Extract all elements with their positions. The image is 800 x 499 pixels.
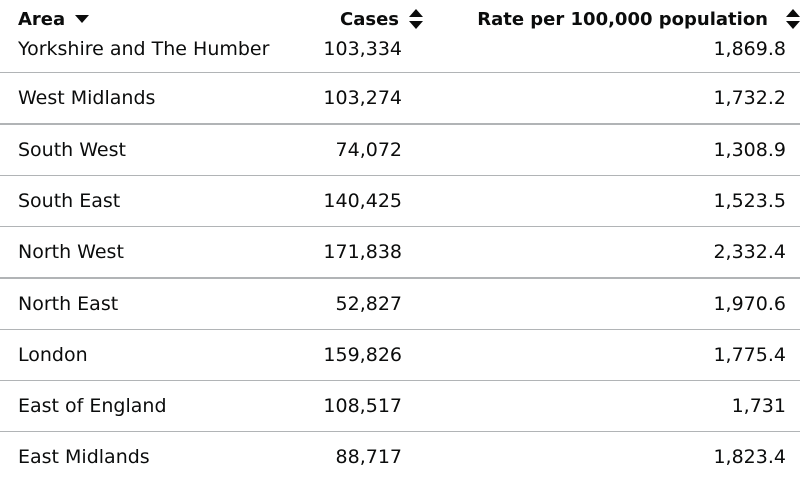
cell-area: North East <box>0 278 275 330</box>
column-header-rate[interactable]: Rate per 100,000 population <box>425 0 800 38</box>
caret-down-icon <box>75 14 90 24</box>
cell-rate: 1,823.4 <box>713 446 786 468</box>
cell-cases: 103,334 <box>275 38 425 73</box>
table-row: West Midlands 103,274 1,732.2 <box>0 72 800 125</box>
cell-area: West Midlands <box>0 72 275 125</box>
sort-updown-icon <box>409 9 423 29</box>
cases-table: Area Cases <box>0 0 800 482</box>
cell-cases: 140,425 <box>275 175 425 227</box>
table-row: North West 171,838 2,332.4 <box>0 226 800 279</box>
table-row: South West 74,072 1,308.9 <box>0 124 800 176</box>
cell-rate: 2,332.4 <box>425 226 800 279</box>
sort-area-button[interactable]: Area <box>18 8 90 30</box>
table-row: East Midlands 88,717 1,823.4 <box>0 432 800 483</box>
cell-cases: 159,826 <box>275 329 425 381</box>
cell-cases: 88,717 <box>335 446 402 468</box>
column-header-area[interactable]: Area <box>0 0 275 38</box>
header-row: Area Cases <box>0 0 800 38</box>
table-row: Yorkshire and The Humber 103,334 1,869.8 <box>0 38 800 73</box>
cell-rate: 1,308.9 <box>425 124 800 176</box>
table-header: Area Cases <box>0 0 800 38</box>
sort-cases-button[interactable]: Cases <box>340 9 423 30</box>
cell-area: East of England <box>0 380 275 432</box>
cell-rate: 1,732.2 <box>425 72 800 125</box>
column-header-cases[interactable]: Cases <box>275 0 425 38</box>
sort-updown-icon <box>786 9 800 29</box>
sort-rate-button[interactable]: Rate per 100,000 population <box>477 9 800 30</box>
table-row: East of England 108,517 1,731 <box>0 380 800 432</box>
cell-area: South West <box>0 124 275 176</box>
table-row: North East 52,827 1,970.6 <box>0 278 800 330</box>
cell-rate: 1,731 <box>425 380 800 432</box>
table-row: South East 140,425 1,523.5 <box>0 175 800 227</box>
column-header-area-label: Area <box>18 8 66 30</box>
cell-area: London <box>0 329 275 381</box>
column-header-rate-label: Rate per 100,000 population <box>477 8 768 30</box>
cell-area: South East <box>0 175 275 227</box>
cell-area: Yorkshire and The Humber <box>0 38 275 73</box>
cell-cases: 103,274 <box>275 72 425 125</box>
cell-rate: 1,970.6 <box>425 278 800 330</box>
column-header-cases-label: Cases <box>340 8 399 30</box>
cell-rate: 1,869.8 <box>425 38 800 73</box>
cell-cases: 74,072 <box>275 124 425 176</box>
cell-rate: 1,775.4 <box>425 329 800 381</box>
cell-area: North West <box>0 226 275 279</box>
cell-area: East Midlands <box>18 446 150 468</box>
table-row: London 159,826 1,775.4 <box>0 329 800 381</box>
cell-cases: 171,838 <box>275 226 425 279</box>
table-body: Yorkshire and The Humber 103,334 1,869.8… <box>0 38 800 482</box>
cell-cases: 52,827 <box>275 278 425 330</box>
cell-cases: 108,517 <box>275 380 425 432</box>
cell-rate: 1,523.5 <box>425 175 800 227</box>
